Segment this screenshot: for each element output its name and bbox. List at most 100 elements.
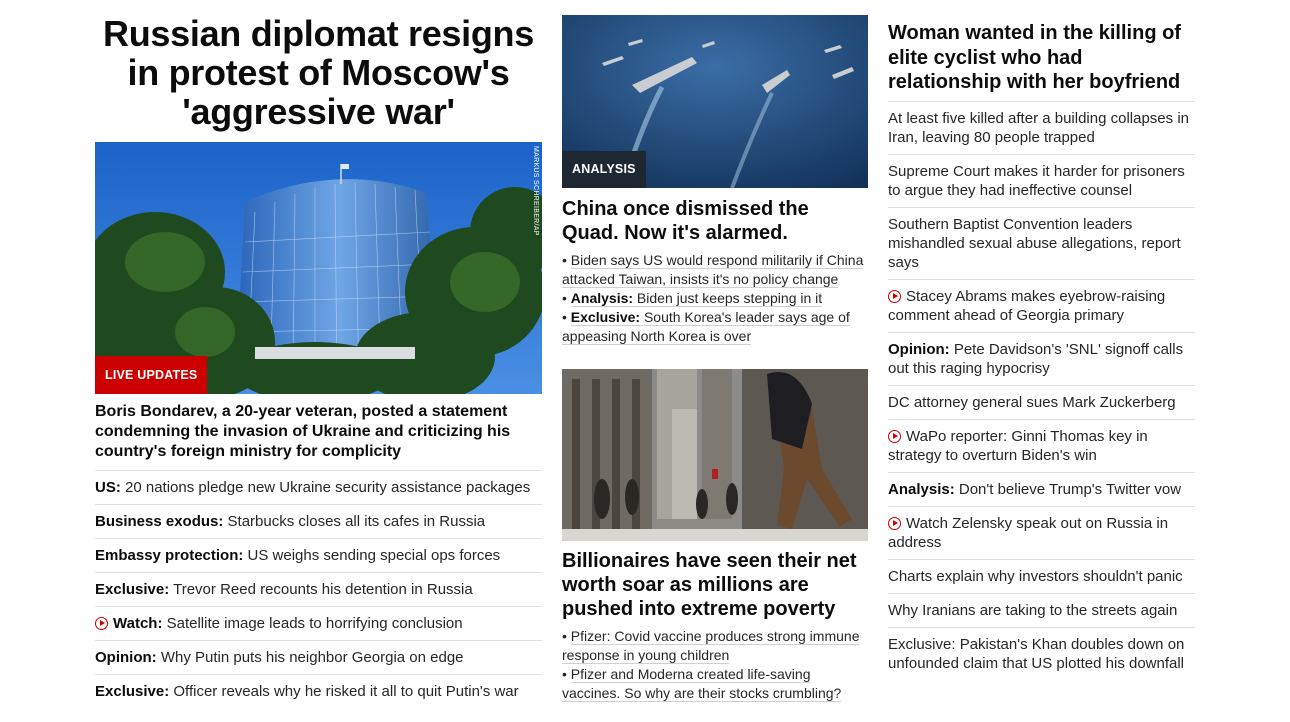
- main-story-summary[interactable]: Boris Bondarev, a 20-year veteran, poste…: [95, 403, 511, 460]
- play-icon: [888, 429, 901, 443]
- main-story-image[interactable]: MARKUS SCHREIBER/AP LIVE UPDATES: [95, 142, 542, 394]
- headline-text: US weighs sending special ops forces: [243, 547, 501, 564]
- billionaires-related-links: • Pfizer: Covid vaccine produces strong …: [562, 627, 868, 703]
- cyclist-headline[interactable]: Woman wanted in the killing of elite cyc…: [888, 22, 1181, 93]
- link-text: At least five killed after a building co…: [888, 110, 1189, 146]
- kicker: Analysis:: [888, 480, 955, 498]
- list-item[interactable]: Opinion: Pete Davidson's 'SNL' signoff c…: [888, 333, 1195, 386]
- kicker: Watch:: [113, 615, 163, 632]
- list-item[interactable]: Watch: Satellite image leads to horrifyi…: [95, 607, 542, 641]
- list-item[interactable]: Exclusive: Pakistan's Khan doubles down …: [888, 628, 1195, 680]
- list-item[interactable]: Why Iranians are taking to the streets a…: [888, 594, 1195, 628]
- kicker: Opinion:: [888, 340, 950, 358]
- headline-text: WaPo reporter: Ginni Thomas key in strat…: [888, 427, 1148, 464]
- related-link[interactable]: • Biden says US would respond militarily…: [562, 252, 864, 288]
- headline-text: 20 nations pledge new Ukraine security a…: [120, 479, 531, 496]
- headline-text: Biden says US would respond militarily i…: [562, 252, 864, 287]
- list-item[interactable]: US: 20 nations pledge new Ukraine securi…: [95, 471, 542, 505]
- kicker: Exclusive:: [570, 309, 641, 325]
- headline-text: At least five killed after a building co…: [888, 109, 1189, 146]
- headline-text: Satellite image leads to horrifying conc…: [162, 615, 463, 632]
- kicker: Analysis:: [570, 290, 634, 306]
- list-item[interactable]: Opinion: Why Putin puts his neighbor Geo…: [95, 641, 542, 675]
- list-item[interactable]: Analysis: Don't believe Trump's Twitter …: [888, 473, 1195, 507]
- list-item[interactable]: Exclusive: Trevor Reed recounts his dete…: [95, 573, 542, 607]
- headline-text: Trevor Reed recounts his detention in Ru…: [169, 581, 473, 598]
- related-link[interactable]: • Exclusive: South Korea's leader says a…: [562, 309, 850, 345]
- quad-related-links: • Biden says US would respond militarily…: [562, 251, 868, 346]
- link-text: Embassy protection: US weighs sending sp…: [95, 547, 500, 564]
- headline-text: DC attorney general sues Mark Zuckerberg: [888, 393, 1176, 411]
- headlines-list: At least five killed after a building co…: [888, 100, 1195, 680]
- headline-text: Pfizer and Moderna created life-saving v…: [562, 666, 842, 701]
- headline-text: Don't believe Trump's Twitter vow: [954, 480, 1182, 498]
- link-text: Watch: Satellite image leads to horrifyi…: [113, 615, 463, 632]
- link-text: Business exodus: Starbucks closes all it…: [95, 513, 485, 530]
- link-text: Southern Baptist Convention leaders mish…: [888, 216, 1181, 271]
- headline-text: Stacey Abrams makes eyebrow-raising comm…: [888, 287, 1166, 324]
- list-item[interactable]: Embassy protection: US weighs sending sp…: [95, 539, 542, 573]
- main-story-column: Russian diplomat resigns in protest of M…: [95, 0, 542, 708]
- live-updates-badge[interactable]: LIVE UPDATES: [95, 356, 208, 394]
- list-item[interactable]: Business exodus: Starbucks closes all it…: [95, 505, 542, 539]
- link-text: WaPo reporter: Ginni Thomas key in strat…: [888, 428, 1148, 464]
- link-text: Opinion: Pete Davidson's 'SNL' signoff c…: [888, 341, 1183, 377]
- headline-text: Southern Baptist Convention leaders mish…: [888, 215, 1181, 271]
- headline-text: Supreme Court makes it harder for prison…: [888, 162, 1185, 199]
- link-text: Watch Zelensky speak out on Russia in ad…: [888, 515, 1168, 551]
- kicker: Business exodus:: [95, 513, 224, 530]
- link-text: Analysis: Biden just keeps stepping in i…: [570, 290, 823, 307]
- list-item[interactable]: Supreme Court makes it harder for prison…: [888, 155, 1195, 208]
- middle-column: ANALYSIS China once dismissed the Quad. …: [562, 0, 868, 703]
- list-item[interactable]: WaPo reporter: Ginni Thomas key in strat…: [888, 420, 1195, 473]
- headline-text: Pete Davidson's 'SNL' signoff calls out …: [888, 340, 1184, 377]
- list-item[interactable]: DC attorney general sues Mark Zuckerberg: [888, 386, 1195, 420]
- wall-street-photo: [562, 369, 868, 541]
- link-text: Opinion: Why Putin puts his neighbor Geo…: [95, 649, 464, 666]
- link-text: Exclusive: South Korea's leader says age…: [562, 309, 850, 345]
- link-text: Exclusive: Trevor Reed recounts his dete…: [95, 581, 473, 598]
- headline-text: Biden just keeps stepping in it: [633, 290, 823, 306]
- headline-text: Charts explain why investors shouldn't p…: [888, 567, 1183, 585]
- link-text: Why Iranians are taking to the streets a…: [888, 602, 1177, 619]
- link-text: US: 20 nations pledge new Ukraine securi…: [95, 479, 530, 496]
- related-link[interactable]: • Pfizer and Moderna created life-saving…: [562, 666, 842, 702]
- list-item[interactable]: Watch Zelensky speak out on Russia in ad…: [888, 507, 1195, 560]
- kicker: Embassy protection:: [95, 547, 244, 564]
- kicker: Exclusive:: [95, 581, 170, 598]
- headline-text: Officer reveals why he risked it all to …: [169, 683, 519, 700]
- kicker: US:: [95, 479, 121, 496]
- list-item[interactable]: At least five killed after a building co…: [888, 102, 1195, 155]
- related-stories-list: US: 20 nations pledge new Ukraine securi…: [95, 470, 542, 708]
- link-text: Analysis: Don't believe Trump's Twitter …: [888, 481, 1181, 498]
- quad-story-image[interactable]: ANALYSIS: [562, 15, 868, 188]
- analysis-badge[interactable]: ANALYSIS: [562, 151, 646, 188]
- related-link[interactable]: • Analysis: Biden just keeps stepping in…: [562, 290, 823, 307]
- headline-text: Pfizer: Covid vaccine produces strong im…: [562, 628, 860, 663]
- list-item[interactable]: Stacey Abrams makes eyebrow-raising comm…: [888, 280, 1195, 333]
- play-icon: [888, 516, 901, 530]
- main-headline[interactable]: Russian diplomat resigns in protest of M…: [103, 13, 534, 132]
- kicker: Exclusive:: [95, 683, 170, 700]
- headline-text: Why Iranians are taking to the streets a…: [888, 601, 1178, 619]
- link-text: Pfizer: Covid vaccine produces strong im…: [562, 628, 860, 664]
- billionaires-story-image[interactable]: [562, 369, 868, 541]
- list-item[interactable]: Southern Baptist Convention leaders mish…: [888, 208, 1195, 280]
- billionaires-headline[interactable]: Billionaires have seen their net worth s…: [562, 550, 857, 620]
- list-item[interactable]: Charts explain why investors shouldn't p…: [888, 560, 1195, 594]
- headline-text: Watch Zelensky speak out on Russia in ad…: [888, 514, 1169, 551]
- link-text: Supreme Court makes it harder for prison…: [888, 163, 1185, 199]
- play-icon: [95, 617, 108, 630]
- quad-headline[interactable]: China once dismissed the Quad. Now it's …: [562, 198, 809, 244]
- headline-text: Exclusive: Pakistan's Khan doubles down …: [888, 635, 1185, 672]
- link-text: Biden says US would respond militarily i…: [562, 252, 864, 288]
- related-link[interactable]: • Pfizer: Covid vaccine produces strong …: [562, 628, 860, 664]
- headline-text: South Korea's leader says age of appeasi…: [562, 309, 850, 344]
- link-text: Stacey Abrams makes eyebrow-raising comm…: [888, 288, 1165, 324]
- link-text: Exclusive: Officer reveals why he risked…: [95, 683, 519, 700]
- kicker: Opinion:: [95, 649, 157, 666]
- headline-text: Why Putin puts his neighbor Georgia on e…: [156, 649, 464, 666]
- photo-credit: MARKUS SCHREIBER/AP: [532, 146, 539, 236]
- link-text: DC attorney general sues Mark Zuckerberg: [888, 394, 1176, 411]
- list-item[interactable]: Exclusive: Officer reveals why he risked…: [95, 675, 542, 708]
